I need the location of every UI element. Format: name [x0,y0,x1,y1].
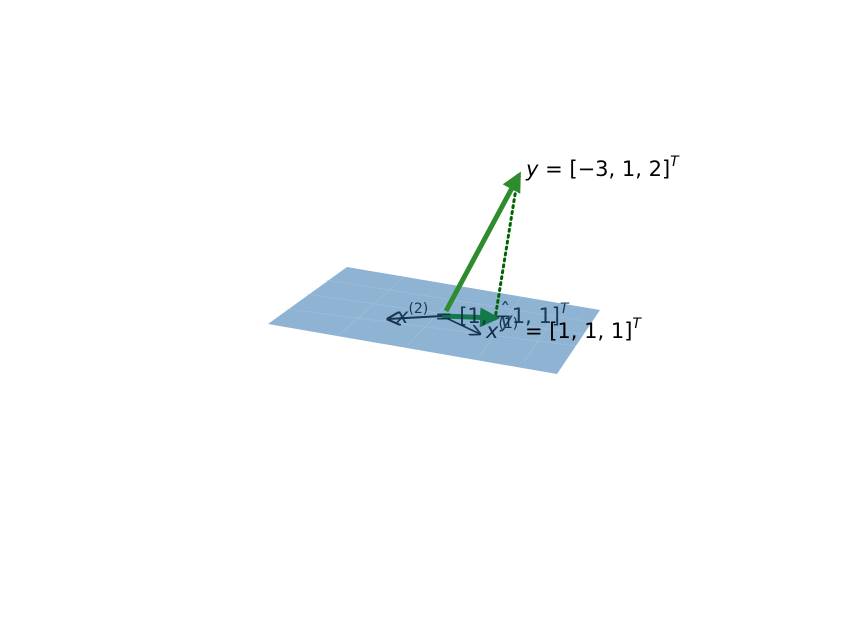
y-hat-accent: ˆ [500,299,511,323]
column-space-plane [268,267,600,374]
y-hat-label: y [499,308,513,332]
x1-label: x(1) = [1, 1, 1]T [485,316,642,343]
y-vector [443,171,522,313]
residual-line [493,174,520,321]
y-label: y = [−3, 1, 2]T [525,154,680,181]
x1-vector [441,315,480,334]
x2-vector [388,316,443,319]
x2-label: x(2) = [1, −1, 1]T [395,301,570,328]
y-hat-vector [441,307,500,328]
